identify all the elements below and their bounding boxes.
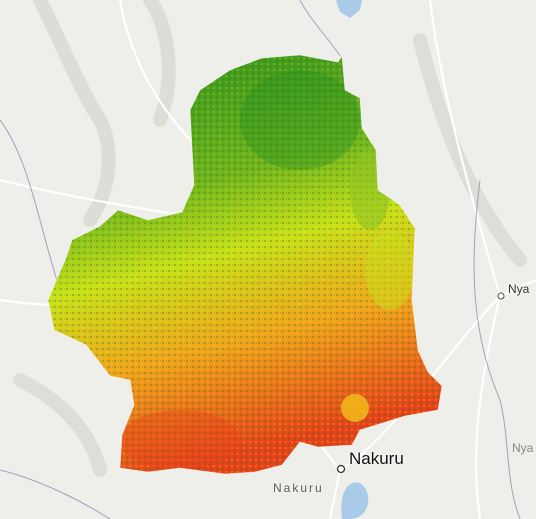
town-label[interactable]: Nya (508, 282, 530, 296)
water-bodies (336, 0, 369, 519)
town-label-faint: Nya (512, 441, 534, 455)
town-marker[interactable] (497, 292, 505, 300)
city-label[interactable]: Nakuru (349, 449, 404, 468)
admin-boundaries (0, 0, 521, 519)
city-marker[interactable] (336, 464, 346, 474)
region-label: Nakuru (273, 481, 324, 495)
